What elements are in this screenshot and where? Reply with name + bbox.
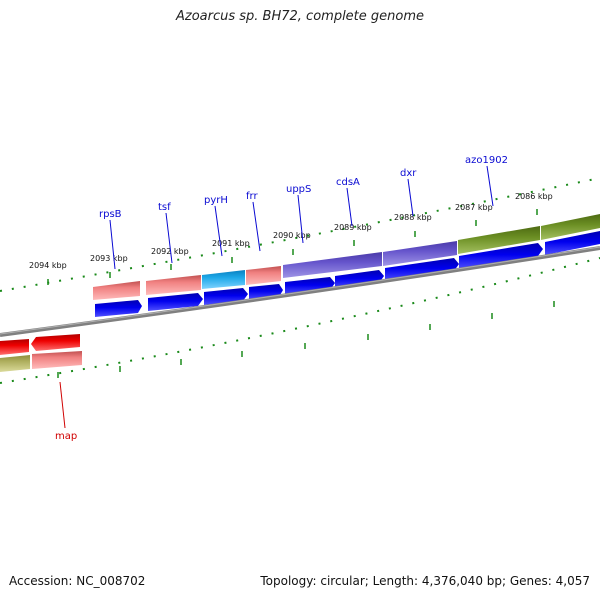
outer-tick-ring [0, 177, 600, 292]
map-title: Azoarcus sp. BH72, complete genome [175, 9, 425, 24]
gene-labels: rpsB tsf pyrH frr uppS cdsA dxr azo1902 … [55, 155, 508, 442]
gene-label-tsf: tsf [158, 202, 171, 213]
kbp-label: 2091 kbp [212, 239, 250, 248]
kbp-label: 2088 kbp [394, 213, 432, 222]
cds-arrow-cdsA [335, 270, 384, 289]
gene-label-azo1902: azo1902 [465, 155, 508, 166]
gene-leader-lines [109, 165, 494, 270]
feature-track-top [93, 214, 600, 300]
gene-label-dxr: dxr [400, 168, 417, 179]
outer-major-ticks [47, 209, 538, 285]
feature-map [32, 351, 82, 369]
kbp-label: 2094 kbp [29, 261, 67, 270]
cds-arrow-rpsB [95, 300, 142, 317]
feature-rpsB [93, 281, 140, 300]
cds-arrow-right-edge [545, 231, 600, 255]
gene-label-frr: frr [246, 191, 258, 202]
cds-arrow-map [31, 334, 80, 351]
genome-backbone-highlight [0, 246, 600, 335]
accession-label: Accession: NC_008702 [9, 574, 146, 588]
kbp-labels: 2094 kbp 2093 kbp 2092 kbp 2091 kbp 2090… [29, 192, 553, 270]
gene-label-pyrH: pyrH [204, 195, 228, 206]
gene-label-uppS: uppS [286, 184, 311, 195]
features-lower-left [0, 334, 82, 372]
cds-arrow-dxr [385, 258, 459, 281]
cds-arrow-azo1902 [459, 243, 543, 269]
gene-label-cdsA: cdsA [336, 177, 360, 188]
gene-label-rpsB: rpsB [99, 209, 122, 220]
feature-uppS-cdsA [283, 252, 382, 278]
kbp-label: 2087 kbp [455, 203, 493, 212]
inner-tick-ring [0, 257, 600, 384]
gene-label-map: map [55, 431, 77, 442]
feature-azo1902 [458, 226, 540, 254]
kbp-label: 2092 kbp [151, 247, 189, 256]
genome-backbone [0, 246, 600, 337]
kbp-label: 2086 kbp [515, 192, 553, 201]
feature-dxr [383, 241, 457, 266]
feature-frr [246, 266, 281, 285]
feature-tsf [146, 275, 201, 295]
feature-pyrH [202, 270, 245, 289]
cds-arrows-top [95, 231, 600, 317]
cds-arrow-tsf [148, 293, 203, 311]
kbp-label: 2090 kbp [273, 231, 311, 240]
inner-major-ticks [57, 301, 555, 378]
kbp-label: 2089 kbp [334, 223, 372, 232]
map-leader-line [59, 381, 66, 429]
cds-arrow-reverse-left [0, 339, 29, 355]
feature-left-edge [0, 355, 30, 372]
kbp-label: 2093 kbp [90, 254, 128, 263]
feature-right-edge [541, 214, 600, 240]
genome-info-label: Topology: circular; Length: 4,376,040 bp… [260, 574, 590, 588]
